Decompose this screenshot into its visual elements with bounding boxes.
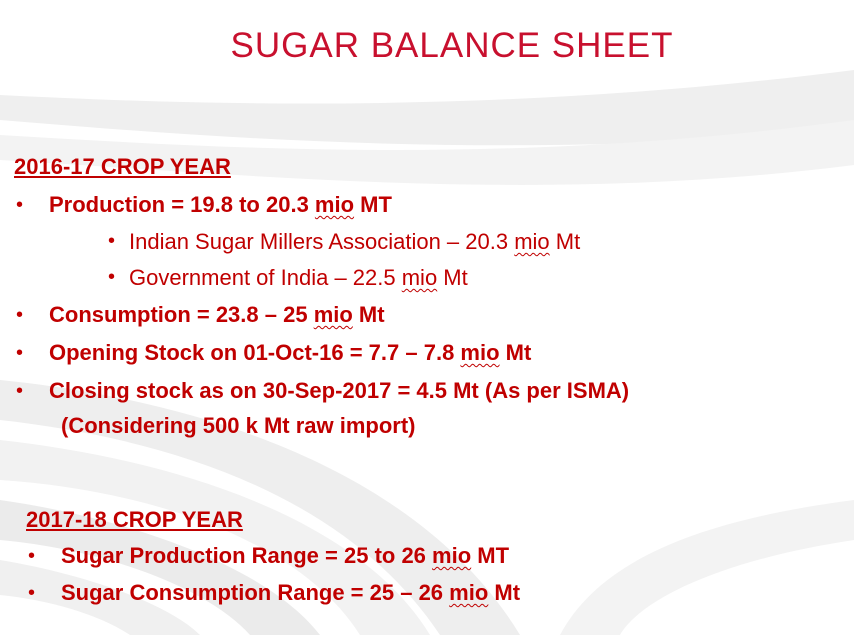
consumption-range-2017-18: Sugar Consumption Range = 25 – 26 mio Mt	[61, 580, 521, 605]
opening-stock: Opening Stock on 01-Oct-16 = 7.7 – 7.8 m…	[49, 340, 532, 365]
consumption-2016-17: Consumption = 23.8 – 25 mio Mt	[49, 302, 385, 327]
bullet-icon: •	[16, 304, 24, 326]
bullet-icon: •	[16, 194, 24, 216]
bullet-icon: •	[108, 266, 116, 288]
production-range-2017-18: Sugar Production Range = 25 to 26 mio MT	[61, 543, 510, 568]
bullet-icon: •	[16, 342, 24, 364]
bullet-icon: •	[108, 230, 116, 252]
bullet-icon: •	[16, 380, 24, 402]
production-2016-17: Production = 19.8 to 20.3 mio MT	[49, 192, 392, 217]
goi-estimate: Government of India – 22.5 mio Mt	[129, 265, 468, 290]
bullet-icon: •	[28, 545, 36, 567]
isma-estimate: Indian Sugar Millers Association – 20.3 …	[129, 229, 581, 254]
section-heading-2017-18: 2017-18 CROP YEAR	[26, 507, 243, 532]
slide-title: SUGAR BALANCE SHEET	[230, 26, 674, 65]
closing-stock: Closing stock as on 30-Sep-2017 = 4.5 Mt…	[49, 378, 630, 403]
bullet-icon: •	[28, 582, 36, 604]
section-heading-2016-17: 2016-17 CROP YEAR	[14, 154, 231, 179]
closing-stock-note: (Considering 500 k Mt raw import)	[61, 413, 416, 438]
